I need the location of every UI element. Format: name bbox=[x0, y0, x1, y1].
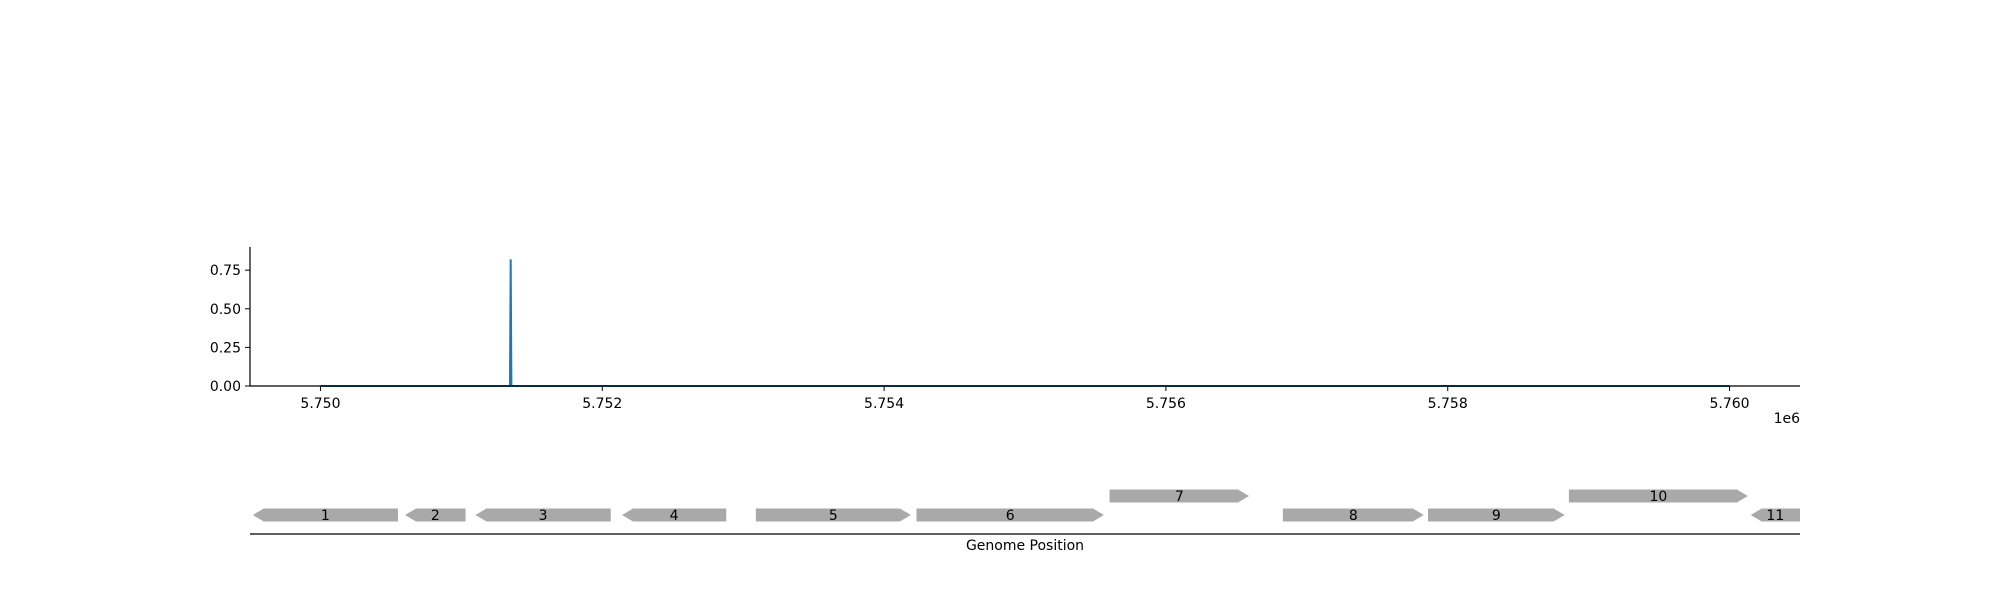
gene-features: 1 2 3 4 5 6 7 8 9 10 11 bbox=[252, 489, 1800, 524]
gene-arrow-1 bbox=[252, 508, 398, 522]
gene-label-11: 11 bbox=[1766, 508, 1784, 524]
x-tick-label: 5.754 bbox=[864, 396, 904, 412]
x-tick-label: 5.760 bbox=[1709, 396, 1749, 412]
series-line-0 bbox=[320, 259, 1730, 387]
gene-arrow-8 bbox=[1282, 508, 1424, 522]
y-tick-label: 0.50 bbox=[210, 302, 241, 318]
gene-arrow-9 bbox=[1428, 508, 1565, 522]
gene-label-6: 6 bbox=[1006, 508, 1015, 524]
gene-arrow-2 bbox=[405, 508, 466, 522]
gene-label-10: 10 bbox=[1649, 489, 1667, 505]
gene-arrow-11 bbox=[1750, 508, 1800, 522]
x-tick-label: 5.750 bbox=[300, 396, 340, 412]
gene-arrow-4 bbox=[622, 508, 727, 522]
gene-arrow-3 bbox=[475, 508, 611, 522]
y-tick-label: 0.00 bbox=[210, 379, 241, 395]
gene-label-3: 3 bbox=[539, 508, 548, 524]
gene-arrow-10 bbox=[1568, 489, 1748, 503]
x-tick-label: 5.756 bbox=[1146, 396, 1186, 412]
gene-label-7: 7 bbox=[1175, 489, 1184, 505]
x-tick-label: 5.758 bbox=[1428, 396, 1468, 412]
coverage-series bbox=[320, 259, 1730, 387]
gene-label-4: 4 bbox=[670, 508, 679, 524]
gene-label-1: 1 bbox=[321, 508, 330, 524]
y-axis-ticks: 0.00 0.25 0.50 0.75 bbox=[210, 263, 250, 395]
gene-label-5: 5 bbox=[829, 508, 838, 524]
gene-label-2: 2 bbox=[431, 508, 440, 524]
gene-arrow-7 bbox=[1109, 489, 1250, 503]
gene-arrow-6 bbox=[916, 508, 1104, 522]
gene-map: 1 2 3 4 5 6 7 8 9 10 11 Genome Position bbox=[250, 489, 1800, 554]
gene-arrow-5 bbox=[755, 508, 911, 522]
y-tick-label: 0.25 bbox=[210, 340, 241, 356]
coverage-chart: 0.000.250.500.75 5.750 5.752 5.754 5.756 5.7… bbox=[210, 247, 1800, 427]
gene-label-8: 8 bbox=[1349, 508, 1358, 524]
x-axis-offset-label: 1e6 bbox=[1774, 411, 1801, 427]
x-axis-ticks: 5.750 5.752 5.754 5.756 5.758 5.760 bbox=[300, 386, 1750, 412]
gene-map-xlabel: Genome Position bbox=[966, 538, 1084, 554]
x-tick-label: 5.752 bbox=[582, 396, 622, 412]
y-tick-label: 0.75 bbox=[210, 263, 241, 279]
gene-label-9: 9 bbox=[1492, 508, 1501, 524]
